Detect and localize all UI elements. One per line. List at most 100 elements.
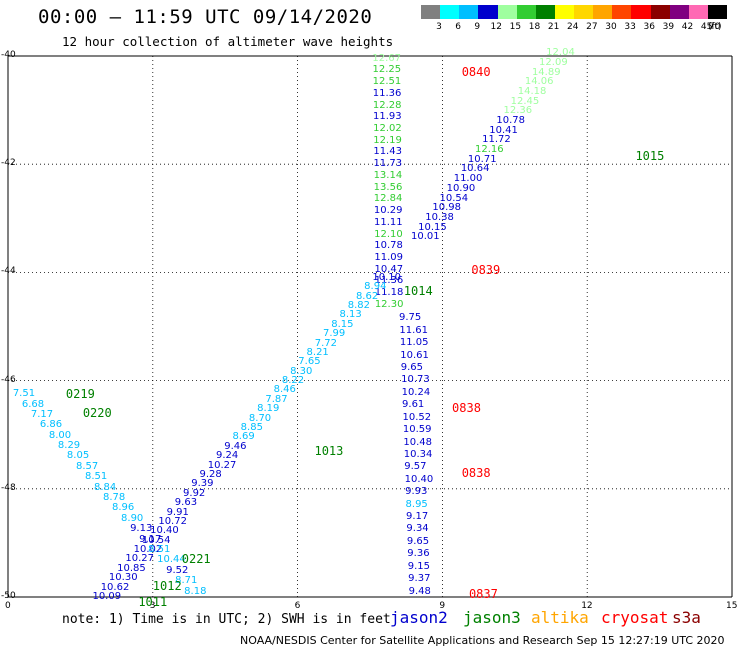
- pass-time-label: 0837: [468, 587, 498, 602]
- wave-height-value: 10.30: [108, 572, 138, 584]
- wave-height-value: 9.34: [406, 523, 429, 535]
- wave-height-value: 11.11: [374, 216, 403, 228]
- wave-height-value: 9.63: [174, 497, 198, 509]
- legend-label: 12: [490, 22, 502, 32]
- wave-height-value: 11.73: [373, 158, 403, 170]
- legend-swatch: [631, 5, 651, 19]
- legend-swatch: [459, 5, 479, 19]
- wave-height-value: 12.28: [372, 99, 402, 111]
- legend-label: 27: [586, 22, 598, 32]
- color-scale-legend: [421, 5, 727, 19]
- wave-height-value: 9.17: [405, 511, 429, 523]
- wave-height-value: 10.47: [374, 263, 404, 275]
- wave-height-value: 7.72: [314, 337, 338, 349]
- wave-height-value: 8.70: [248, 412, 272, 424]
- wave-height-value: 10.90: [446, 182, 476, 194]
- y-tick-label: -50: [1, 591, 16, 601]
- wave-height-value: 8.62: [355, 290, 379, 302]
- y-tick-label: -40: [1, 50, 16, 60]
- legend-swatch: [688, 5, 708, 19]
- wave-height-value: 11.72: [482, 134, 511, 146]
- wave-height-value: 11.18: [374, 287, 404, 299]
- wave-height-value: 12.51: [372, 76, 402, 88]
- wave-height-value: 8.82: [347, 299, 370, 311]
- wave-height-value: 8.85: [240, 422, 263, 434]
- wave-height-value: 9.91: [166, 506, 189, 518]
- wave-height-value: 14.18: [517, 86, 547, 98]
- legend-label: 39: [662, 22, 675, 32]
- wave-height-value: 10.78: [374, 240, 403, 252]
- pass-time-label: 0220: [82, 406, 112, 421]
- wave-height-value: 8.71: [175, 575, 198, 587]
- satellite-legend-altika: altika: [531, 608, 589, 627]
- wave-height-value: 7.87: [265, 393, 288, 405]
- wave-height-value: 8.69: [232, 431, 255, 443]
- wave-height-value: 12.19: [373, 134, 402, 146]
- legend-swatch: [574, 5, 594, 19]
- footnote: note: 1) Time is in UTC; 2) SWH is in fe…: [62, 612, 391, 627]
- legend-label: 36: [643, 22, 655, 32]
- legend-swatch: [497, 5, 517, 19]
- wave-height-value: 10.61: [400, 349, 429, 361]
- wave-height-value: 10.27: [125, 553, 155, 565]
- wave-height-value: 10.62: [100, 581, 130, 593]
- wave-height-value: 6.68: [21, 398, 45, 410]
- wave-height-value: 9.37: [408, 573, 431, 585]
- legend-label: 3: [436, 22, 442, 32]
- wave-height-value: 6.86: [39, 419, 63, 431]
- legend-swatch: [421, 5, 441, 19]
- wave-height-value: 10.10: [372, 271, 402, 283]
- wave-height-value: 10.85: [117, 562, 146, 574]
- x-tick-label: 6: [294, 601, 301, 611]
- wave-height-value: 8.90: [121, 512, 144, 524]
- wave-height-value: 8.57: [75, 460, 99, 472]
- wave-height-value: 9.36: [407, 548, 430, 560]
- wave-height-value: 10.72: [158, 515, 187, 527]
- legend-label: 18: [528, 22, 541, 32]
- wave-height-value: 8.51: [84, 471, 108, 483]
- wave-height-value: 8.94: [364, 281, 387, 293]
- x-tick-label: 12: [581, 601, 593, 611]
- wave-height-value: 8.05: [66, 450, 90, 462]
- wave-height-value: 11.36: [372, 87, 402, 99]
- wave-height-value: 11.93: [372, 111, 402, 123]
- wave-height-value: 11.05: [399, 337, 429, 349]
- wave-height-value: 9.13: [130, 523, 153, 535]
- wave-height-value: 10.40: [404, 473, 434, 485]
- wave-height-value: 13.14: [373, 169, 403, 181]
- wave-height-value: 9.52: [166, 564, 189, 576]
- wave-height-value: 10.44: [157, 554, 186, 566]
- wave-height-value: 7.51: [12, 388, 36, 400]
- pass-time-label: 0219: [65, 387, 95, 402]
- legend-label: 21: [547, 22, 560, 32]
- legend-label: 9: [474, 22, 481, 32]
- wave-height-value: 11.43: [373, 146, 402, 158]
- wave-height-value: 10.38: [425, 211, 454, 223]
- legend-swatch: [554, 5, 574, 19]
- wave-height-value: 9.93: [405, 486, 428, 498]
- wave-height-value: 10.29: [373, 205, 403, 217]
- wave-height-value: 10.15: [418, 221, 447, 233]
- pass-time-label: 1014: [403, 284, 433, 299]
- wave-height-value: 9.15: [407, 560, 430, 572]
- y-tick-label: -46: [1, 374, 16, 385]
- wave-height-value: 8.22: [281, 375, 305, 387]
- wave-height-value: 10.73: [401, 374, 430, 386]
- wave-height-value: 12.30: [374, 298, 404, 310]
- wave-height-value: 12.04: [546, 47, 575, 59]
- wave-height-value: 9.57: [404, 461, 427, 473]
- y-tick-label: -48: [1, 482, 16, 493]
- wave-height-value: 9.46: [224, 440, 247, 452]
- wave-height-value: 8.21: [306, 346, 329, 358]
- wave-height-value: 10.54: [439, 192, 469, 204]
- wave-height-value: 8.51: [148, 544, 171, 556]
- wave-height-value: 12.02: [373, 123, 402, 135]
- wave-height-value: 9.48: [408, 585, 431, 597]
- wave-height-value: 9.17: [139, 533, 162, 545]
- pass-time-label: 1013: [314, 443, 344, 458]
- wave-height-value: 11.36: [374, 275, 404, 287]
- legend-label: 70: [708, 22, 721, 32]
- wave-height-value: 13.56: [373, 181, 403, 193]
- wave-height-value: 12.84: [373, 193, 403, 205]
